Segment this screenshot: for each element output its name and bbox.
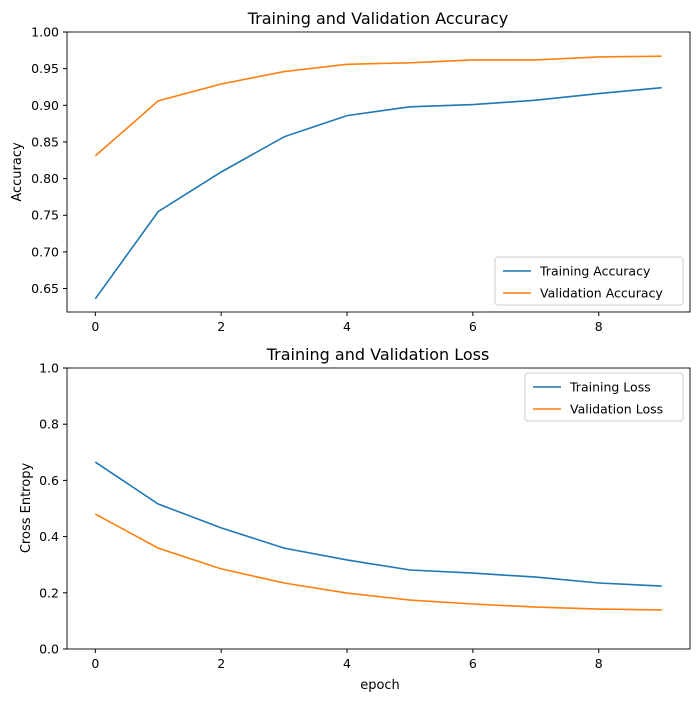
accuracy-legend: Training Accuracy Validation Accuracy xyxy=(494,256,684,306)
accuracy-y-tick-label: 0.85 xyxy=(31,134,59,149)
loss-y-tick-label: 0.4 xyxy=(39,529,59,544)
loss-x-axis-label: epoch xyxy=(360,678,400,693)
loss-axes-frame xyxy=(66,367,691,650)
loss-legend-box xyxy=(524,372,684,422)
loss-series-line-0 xyxy=(94,461,662,587)
loss-y-tick-label: 0.6 xyxy=(39,473,59,488)
accuracy-subplot: Training and Validation Accuracy Accurac… xyxy=(10,9,691,334)
accuracy-x-tick-label: 6 xyxy=(469,319,477,334)
accuracy-legend-box xyxy=(494,256,684,306)
accuracy-x-tick-label: 0 xyxy=(91,319,99,334)
accuracy-legend-label-0: Training Accuracy xyxy=(539,264,651,279)
accuracy-y-tick-label: 0.65 xyxy=(31,281,59,296)
accuracy-y-tick-label: 0.95 xyxy=(31,61,59,76)
accuracy-y-axis-label: Accuracy xyxy=(10,142,25,202)
loss-legend-label-0: Training Loss xyxy=(569,380,651,395)
loss-y-tick-label: 1.0 xyxy=(39,361,59,376)
loss-legend: Training Loss Validation Loss xyxy=(524,372,684,422)
accuracy-series-line-1 xyxy=(94,55,662,157)
accuracy-legend-label-1: Validation Accuracy xyxy=(540,286,663,301)
loss-y-tick-label: 0.2 xyxy=(39,585,59,600)
accuracy-series-line-0 xyxy=(94,86,662,300)
loss-y-tick-label: 0.8 xyxy=(39,417,59,432)
accuracy-x-tick-label: 2 xyxy=(217,319,225,334)
loss-x-tick-label: 2 xyxy=(217,656,225,671)
accuracy-y-tick-label: 0.70 xyxy=(31,244,59,259)
accuracy-axes-frame xyxy=(66,31,691,313)
accuracy-x-tick-label: 8 xyxy=(595,319,603,334)
loss-chart-title: Training and Validation Loss xyxy=(266,345,490,364)
accuracy-y-tick-label: 0.80 xyxy=(31,171,59,186)
accuracy-chart-title: Training and Validation Accuracy xyxy=(247,9,509,28)
loss-x-tick-label: 6 xyxy=(469,656,477,671)
accuracy-y-tick-label: 0.90 xyxy=(31,98,59,113)
loss-x-tick-label: 0 xyxy=(91,656,99,671)
loss-y-axis-label: Cross Entropy xyxy=(19,463,34,554)
loss-x-tick-label: 8 xyxy=(595,656,603,671)
loss-x-tick-label: 4 xyxy=(343,656,351,671)
loss-y-tick-label: 0.0 xyxy=(39,642,59,657)
loss-series-line-1 xyxy=(94,513,662,611)
accuracy-y-tick-label: 1.00 xyxy=(31,25,59,40)
loss-subplot: Training and Validation Loss Cross Entro… xyxy=(19,345,691,693)
loss-legend-label-1: Validation Loss xyxy=(570,402,663,417)
accuracy-y-tick-label: 0.75 xyxy=(31,208,59,223)
accuracy-x-tick-label: 4 xyxy=(343,319,351,334)
